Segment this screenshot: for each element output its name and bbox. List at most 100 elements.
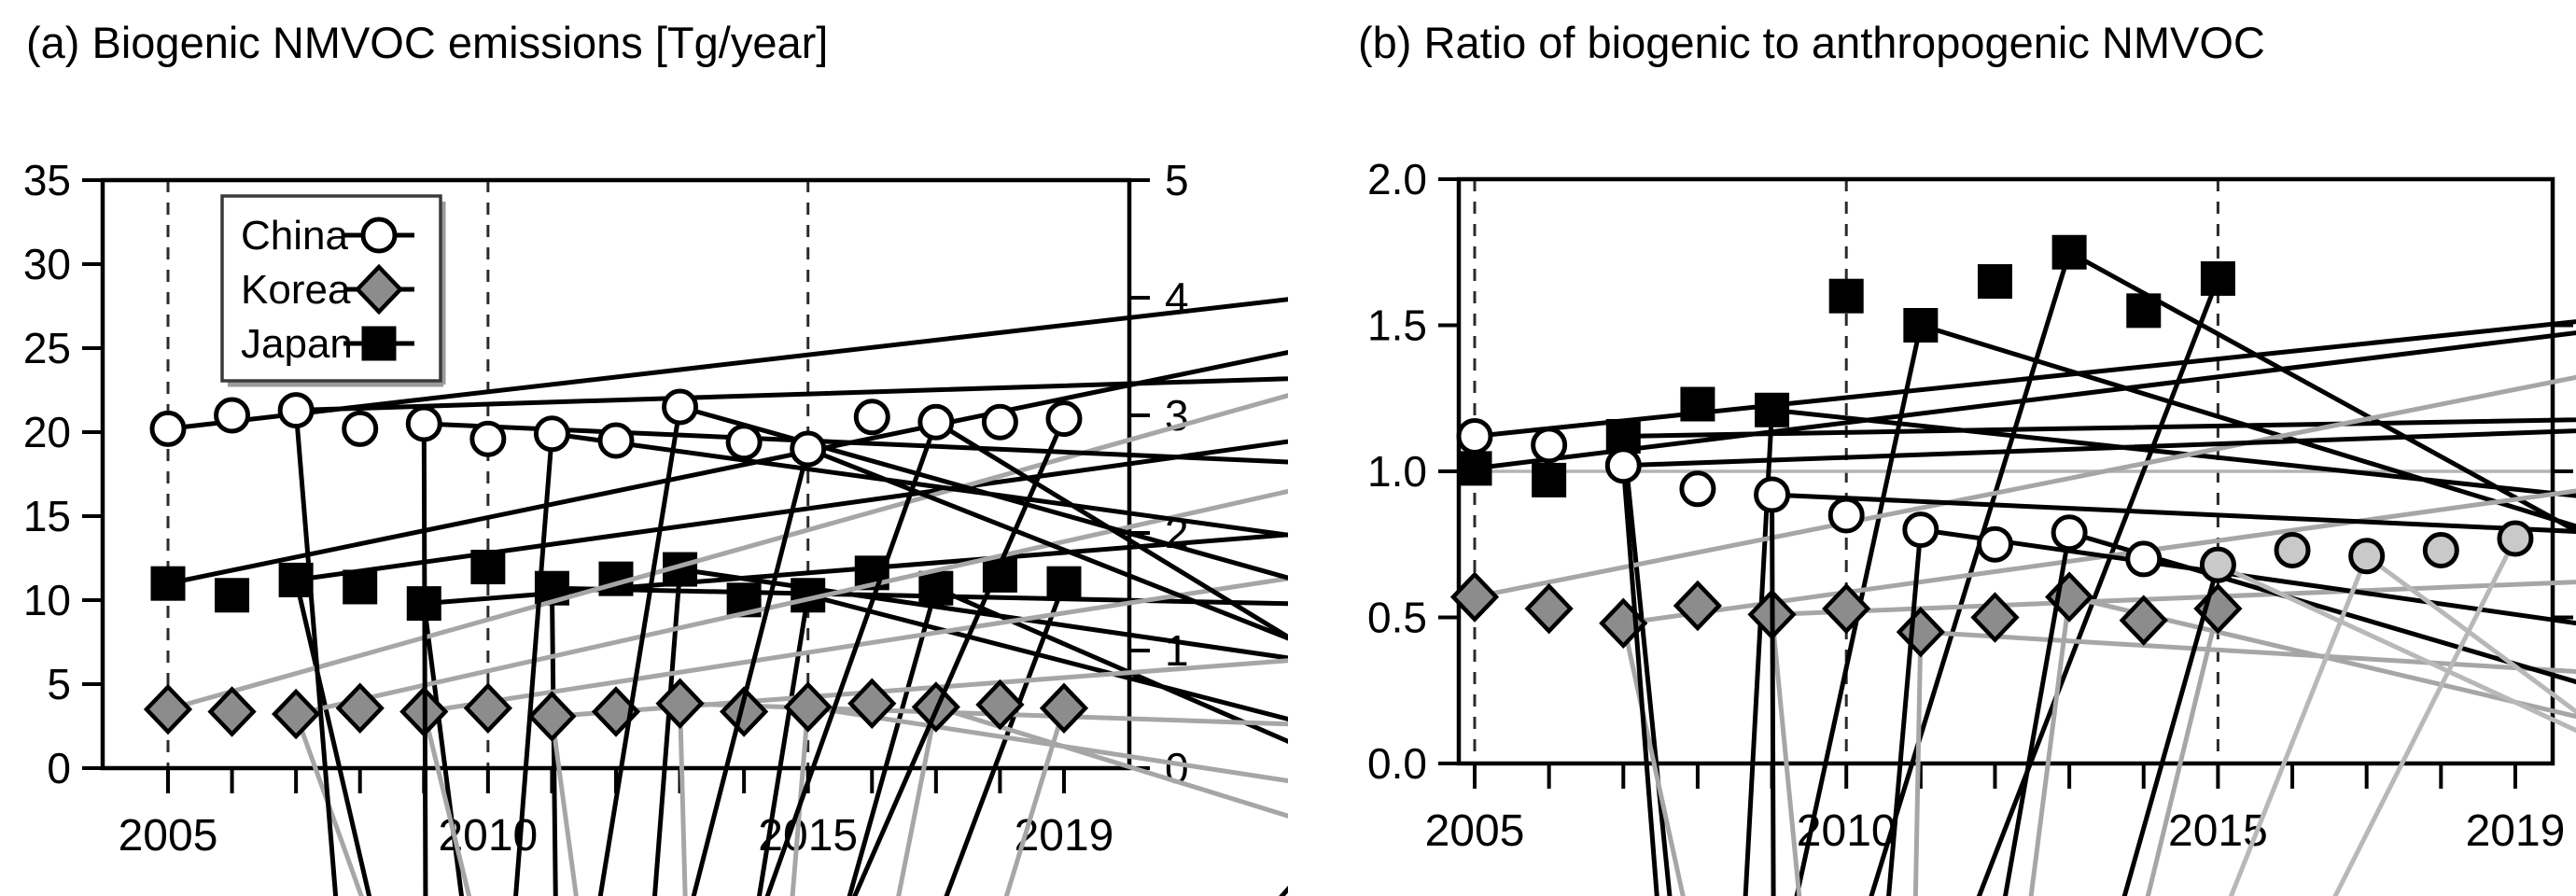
series-japan-marker	[343, 569, 378, 605]
panel-a: (a) Biogenic NMVOC emissions [Tg/year] 0…	[23, 18, 1288, 896]
series-korea-marker	[2119, 595, 2168, 646]
y-tick-label: 15	[23, 492, 71, 540]
y-tick-label: 0.5	[1367, 594, 1427, 642]
series-japan-marker	[1828, 278, 1864, 314]
series-korea-marker	[847, 678, 897, 729]
series-korea-marker	[1822, 582, 1871, 635]
series-china-marker	[277, 392, 315, 429]
series-japan-marker	[1046, 566, 1082, 601]
series-china-marker	[853, 399, 890, 436]
y-tick-label: 1.0	[1367, 447, 1427, 496]
series-korea-marker	[143, 683, 193, 735]
series-china-marker	[790, 430, 827, 468]
series-china-marker	[1531, 427, 1568, 464]
y-tick-label: 2.0	[1367, 155, 1427, 203]
series-japan-marker	[150, 566, 186, 601]
series-korea-marker	[783, 681, 833, 733]
series-japan-marker	[1903, 308, 1939, 343]
legend-label-japan: Japan	[241, 321, 353, 367]
series-china-marker	[2199, 546, 2236, 583]
series-china-marker	[917, 403, 955, 441]
legend-marker-china	[360, 217, 398, 254]
series-korea-marker	[207, 686, 257, 737]
series-china-marker	[1827, 497, 1865, 534]
series-japan-line	[167, 349, 1288, 896]
legend-label-china: China	[241, 213, 348, 259]
legend-marker-korea	[354, 263, 404, 315]
series-korea-line	[167, 393, 1288, 896]
chart-b-title: (b) Ratio of biogenic to anthropogenic N…	[1358, 18, 2265, 67]
series-china-marker	[469, 420, 507, 457]
series-korea-marker	[720, 686, 769, 737]
series-korea-marker	[1896, 606, 1945, 658]
y2-tick-label: 3	[1165, 391, 1189, 440]
series-japan-marker	[2051, 234, 2087, 270]
panel-b: (b) Ratio of biogenic to anthropogenic N…	[1288, 0, 2576, 896]
series-china-marker	[2422, 532, 2459, 569]
y-tick-label: 10	[23, 576, 71, 624]
series-korea-marker	[463, 682, 512, 734]
series-china-marker	[405, 405, 442, 442]
series-japan-marker	[2126, 293, 2162, 329]
y-tick-label: 0	[47, 744, 71, 792]
x-tick-label: 2015	[2168, 806, 2268, 856]
y-tick-label: 30	[23, 240, 71, 288]
series-china-marker	[1604, 447, 1642, 484]
series-japan-marker	[2200, 260, 2235, 296]
series-korea-marker	[335, 682, 385, 734]
series-korea-marker	[1970, 592, 2020, 643]
series-japan-marker	[1532, 462, 1567, 497]
series-china-marker	[1456, 417, 1493, 455]
chart-a-svg: (a) Biogenic NMVOC emissions [Tg/year] 0…	[23, 18, 1288, 896]
series-japan-marker	[470, 550, 506, 585]
chart-b-svg: (b) Ratio of biogenic to anthropogenic N…	[1358, 18, 2576, 896]
y-tick-label: 0.0	[1367, 739, 1427, 788]
series-japan-marker	[1977, 264, 2012, 300]
series-japan-line	[1474, 248, 2576, 896]
x-tick-label: 2005	[1425, 806, 1525, 856]
series-japan-marker	[1457, 451, 1492, 486]
y-tick-label: 25	[23, 324, 71, 372]
series-korea-marker	[975, 679, 1025, 731]
series-china-marker	[597, 422, 635, 459]
y2-tick-label: 5	[1165, 156, 1189, 204]
series-japan-marker	[1755, 392, 1790, 427]
legend-marker-japan	[361, 326, 397, 361]
series-korea-marker	[1449, 571, 1500, 623]
series-china-marker	[1679, 470, 1716, 508]
chart-a-title: (a) Biogenic NMVOC emissions [Tg/year]	[26, 18, 828, 67]
series-china-marker	[214, 397, 251, 434]
series-china-marker	[2348, 538, 2386, 575]
series-china-marker	[2497, 520, 2534, 557]
series-korea-marker	[527, 691, 577, 742]
legend-label-korea: Korea	[241, 267, 351, 313]
series-china-marker	[662, 388, 699, 426]
series-china-marker	[2125, 540, 2163, 578]
series-korea-marker	[272, 688, 321, 740]
series-china-marker	[1976, 525, 2013, 563]
series-japan-marker	[215, 578, 250, 613]
series-korea-marker	[1673, 580, 1723, 632]
series-china-marker	[2274, 532, 2311, 569]
series-china-marker	[149, 410, 187, 447]
series-china-marker	[981, 403, 1018, 441]
y-tick-label: 1.5	[1367, 301, 1427, 350]
y-tick-label: 5	[47, 660, 71, 708]
series-china-marker	[2051, 514, 2088, 552]
y-tick-label: 20	[23, 408, 71, 456]
x-tick-label: 2005	[119, 811, 218, 861]
series-china-line	[167, 297, 1288, 896]
y-tick-label: 35	[23, 156, 71, 204]
series-china-marker	[1045, 400, 1083, 438]
series-japan-marker	[918, 570, 954, 606]
series-korea-marker	[1039, 682, 1089, 734]
x-tick-label: 2015	[758, 811, 858, 861]
series-china-marker	[342, 410, 379, 447]
series-china-marker	[533, 415, 570, 453]
series-china-marker	[725, 424, 763, 461]
series-korea-marker	[655, 678, 705, 729]
series-korea-marker	[1524, 582, 1574, 635]
